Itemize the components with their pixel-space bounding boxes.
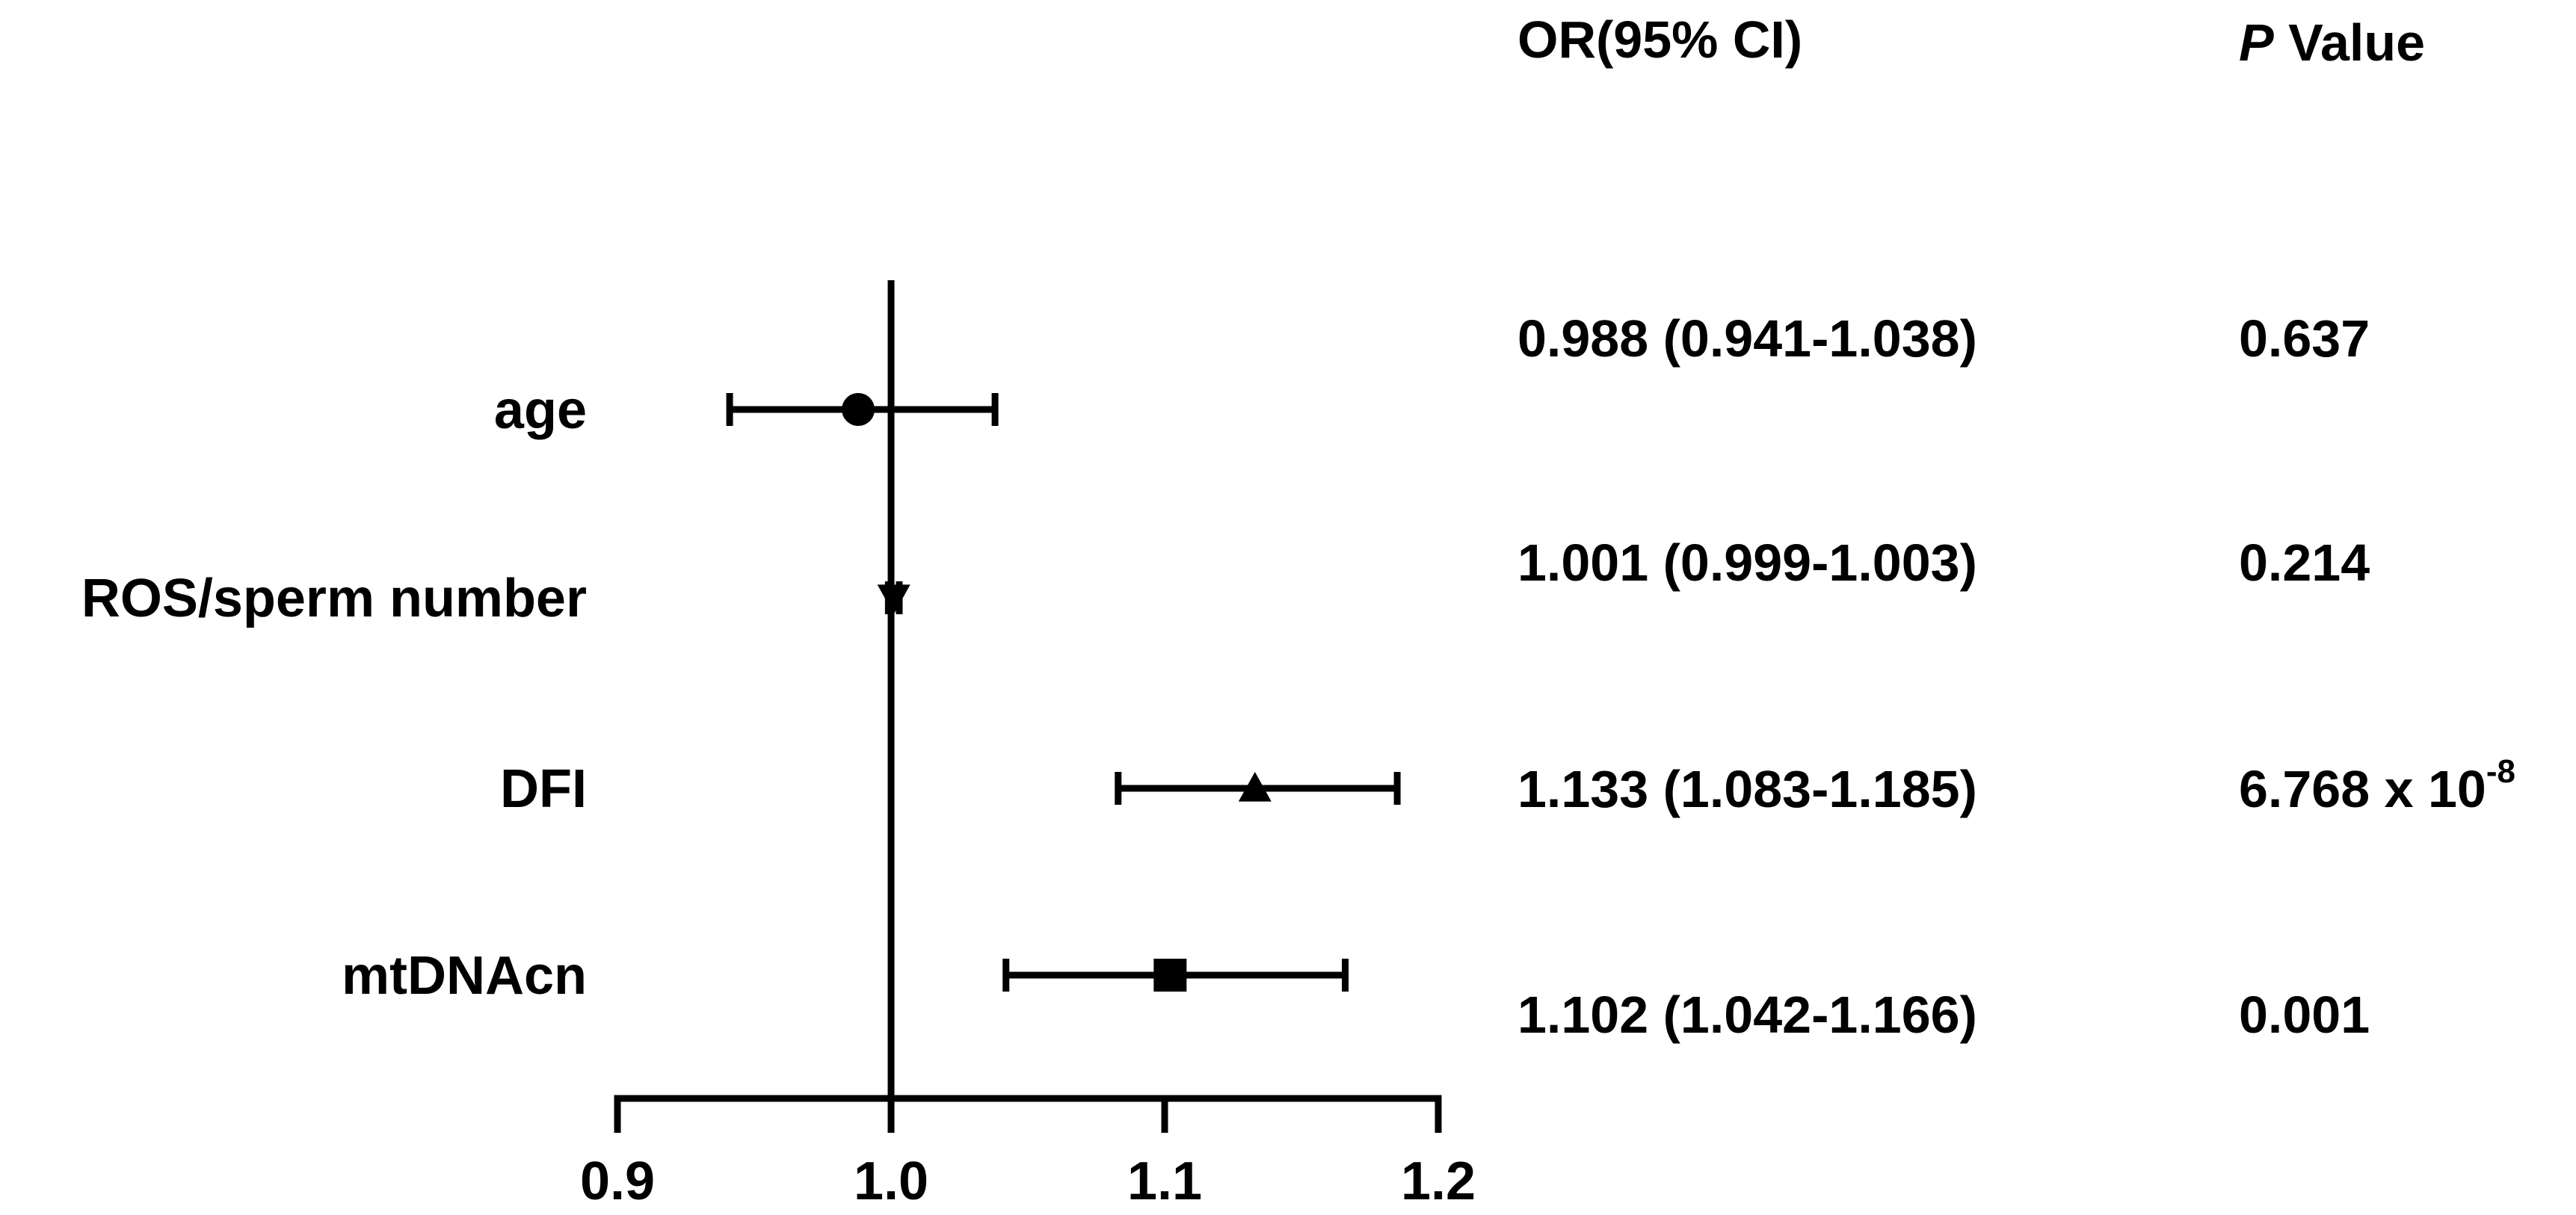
p-value-header-italic: P: [2239, 13, 2274, 72]
p-value-header-rest: Value: [2288, 13, 2426, 72]
x-tick-label-1.1: 1.1: [1127, 1151, 1202, 1211]
x-tick-label-0.9: 0.9: [580, 1151, 655, 1211]
or-ci-value-mtdnacn: 1.102 (1.042-1.166): [1517, 986, 1977, 1044]
or-ci-value-age: 0.988 (0.941-1.038): [1517, 309, 1977, 368]
point-marker-mtdnacn: [1153, 959, 1187, 992]
row-label-mtdnacn: mtDNAcn: [342, 946, 587, 1006]
p-value-ros-sperm-number: 0.214: [2239, 534, 2370, 592]
or-ci-value-dfi: 1.133 (1.083-1.185): [1517, 760, 1977, 818]
p-value-column-header: P Value: [2239, 16, 2425, 69]
p-value-dfi-exponent: -8: [2486, 753, 2515, 790]
point-marker-ros-sperm-number: [877, 584, 910, 614]
or-ci-value-ros-sperm-number: 1.001 (0.999-1.003): [1517, 534, 1977, 592]
point-marker-age: [842, 393, 875, 426]
x-tick-label-1.2: 1.2: [1401, 1151, 1476, 1211]
p-value-age: 0.637: [2239, 309, 2370, 368]
row-label-dfi: DFI: [500, 759, 587, 819]
row-label-age: age: [494, 380, 587, 440]
p-value-dfi-mantissa: 6.768 x 10: [2239, 760, 2486, 818]
or-column-header: OR(95% CI): [1517, 10, 1803, 69]
x-tick-label-1.0: 1.0: [854, 1151, 928, 1211]
p-value-mtdnacn: 0.001: [2239, 986, 2370, 1044]
p-value-dfi: 6.768 x 10-8: [2239, 755, 2515, 818]
row-label-ros-sperm-number: ROS/sperm number: [81, 569, 587, 628]
point-marker-dfi: [1238, 772, 1272, 802]
